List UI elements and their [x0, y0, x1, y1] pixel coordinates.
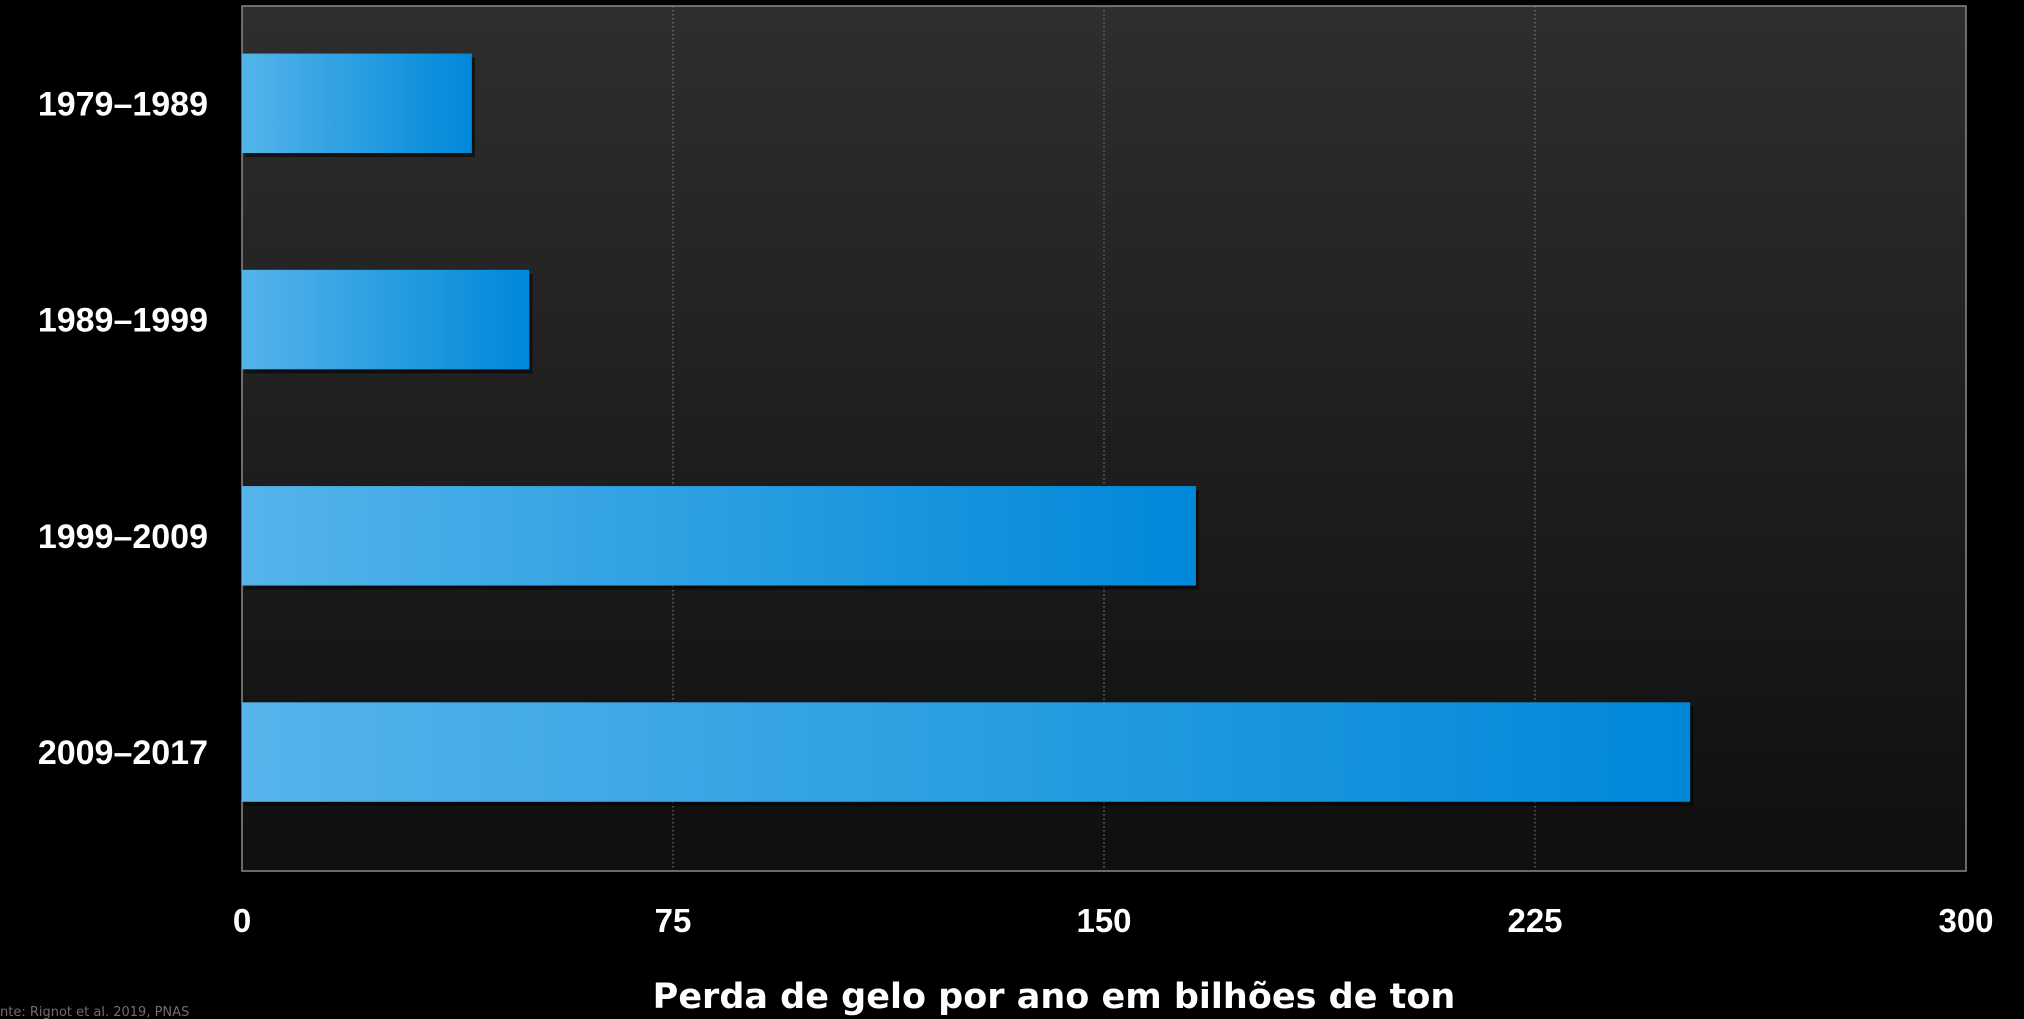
x-tick-label: 300: [1938, 902, 1993, 939]
y-tick-label: 2009–2017: [38, 734, 208, 772]
y-tick-label: 1979–1989: [38, 85, 208, 123]
y-axis-tick-labels: 1979–1989 1989–1999 1999–2009 2009–2017: [38, 85, 208, 772]
bar: [242, 486, 1196, 586]
x-tick-label: 150: [1076, 902, 1131, 939]
y-tick-label: 1989–1999: [38, 302, 208, 340]
bar: [242, 53, 472, 154]
y-tick-label: 1999–2009: [38, 518, 208, 556]
bar: [242, 702, 1691, 802]
x-tick-label: 225: [1507, 902, 1562, 939]
source-note: nte: Rignot et al. 2019, PNAS: [0, 1006, 190, 1019]
bar: [242, 269, 530, 370]
x-tick-label: 0: [233, 902, 251, 939]
bars: [242, 53, 1694, 806]
x-axis-tick-labels: 0 75 150 225 300: [233, 902, 1994, 939]
x-axis-title: Perda de gelo por ano em bilhões de ton: [653, 977, 1456, 1017]
x-tick-label: 75: [655, 902, 692, 939]
